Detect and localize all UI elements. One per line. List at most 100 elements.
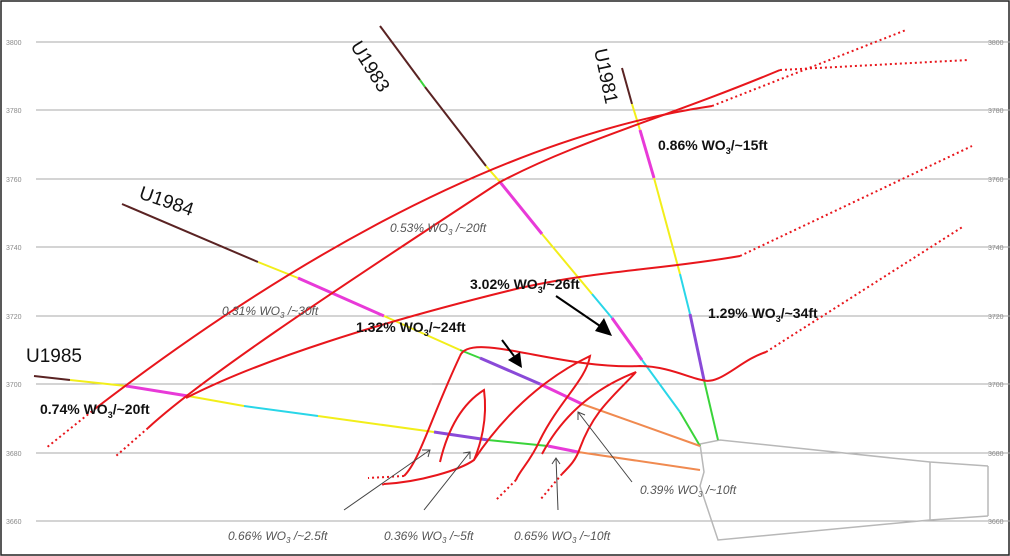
tick-label: 3720 [6, 314, 22, 321]
tick-label: 3800 [988, 40, 1004, 47]
trace-segment [591, 293, 613, 319]
elevation-axis-right: 3800 3780 3760 3740 3720 3700 3680 3660 [988, 40, 1004, 526]
intercept-segment [125, 384, 189, 398]
grade-annotation-u1981: 0.86% WO3/~15ft [658, 137, 768, 156]
station-outline [699, 439, 989, 467]
tick-label: 3740 [6, 245, 22, 252]
trace-segment [187, 395, 245, 407]
collar-segment [121, 203, 259, 263]
leader-arrow [555, 457, 559, 511]
leader-arrow-head [551, 457, 561, 465]
grade-annotation-right: 1.29% WO3/~34ft [708, 305, 818, 324]
intercept-segment [433, 430, 489, 442]
vein-fourth-projection [765, 225, 965, 353]
leader-arrow-head [577, 411, 586, 420]
leader-arrow [577, 411, 633, 483]
intercept-segment [638, 129, 656, 179]
annotation-arrows [343, 295, 633, 511]
trace-segment [243, 405, 319, 417]
intercept-segment [498, 181, 544, 235]
collar-segment [621, 67, 633, 105]
trace-segment [679, 273, 691, 315]
trace-segment [703, 379, 719, 441]
trace-segment [419, 79, 426, 88]
tick-label: 3680 [988, 451, 1004, 458]
trace-segment [577, 451, 701, 471]
leader-arrow-head [462, 451, 471, 459]
vein-finger [473, 354, 592, 481]
grade-annotation-u1984-italic: 0.31% WO3 /~30ft [222, 304, 319, 320]
drill-station [432, 383, 989, 541]
vein-upper-projection [45, 407, 97, 449]
station-outline [699, 443, 989, 541]
vein-fourth [459, 346, 767, 382]
grade-annotation-bottom-3: 0.65% WO3 /~10ft [514, 529, 611, 545]
vein-upper [95, 105, 713, 409]
trace-segment [679, 411, 701, 447]
grade-annotation-bottom-1: 0.66% WO3 /~2.5ft [228, 529, 328, 545]
drill-trace-u1983 [379, 25, 701, 447]
vein-interpretations [45, 29, 973, 501]
tick-label: 3800 [6, 40, 22, 47]
intercept-segment [539, 382, 583, 406]
tick-label: 3740 [988, 245, 1004, 252]
grade-annotation-u1985: 0.74% WO3/~20ft [40, 401, 150, 420]
leader-arrow [423, 451, 471, 511]
grade-annotation-bottom-mid: 0.39% WO3 /~10ft [640, 483, 737, 499]
tick-label: 3760 [988, 177, 1004, 184]
drill-trace-u1981 [621, 67, 719, 441]
drill-hole-label-u1983: U1983 [346, 38, 393, 97]
vein-finger-projection [539, 473, 563, 501]
vein-finger [541, 371, 637, 475]
grade-annotation-bottom-2: 0.36% WO3 /~5ft [384, 529, 474, 545]
grade-annotation-u1984: 1.32% WO3/~24ft [356, 319, 466, 338]
tick-label: 3780 [6, 108, 22, 115]
tick-label: 3780 [988, 108, 1004, 115]
arrow-shaft [555, 295, 601, 327]
elevation-grid [36, 41, 1010, 522]
arrow-head [595, 318, 612, 336]
trace-segment [383, 315, 461, 351]
tick-label: 3720 [988, 314, 1004, 321]
arrow-head [508, 352, 522, 368]
vein-third [185, 255, 741, 399]
trace-segment [641, 359, 681, 413]
grade-annotation-u1983-italic: 0.53% WO3 /~20ft [390, 221, 487, 237]
arrow-shaft [501, 339, 515, 357]
elevation-axis-left: 3800 3780 3760 3740 3720 3700 3680 3660 [6, 40, 22, 526]
collar-segment [424, 86, 487, 167]
trace-segment [653, 177, 681, 275]
leader-arrow-head [422, 449, 431, 458]
intercept-segment [297, 276, 385, 318]
vein-second-projection [115, 427, 149, 457]
vein-upper-projection [711, 29, 907, 107]
intercept-segment [610, 317, 644, 361]
drill-trace-u1984 [121, 203, 701, 447]
tick-label: 3700 [988, 382, 1004, 389]
trace-segment [631, 103, 641, 131]
trace-segment [317, 415, 435, 433]
collar-segment [379, 25, 421, 81]
vein-second-projection [779, 59, 969, 71]
intercept-segment [479, 356, 541, 386]
trace-segment [257, 261, 299, 279]
trace-segment [581, 403, 701, 447]
tick-label: 3760 [6, 177, 22, 184]
vein-second [147, 69, 781, 429]
tick-label: 3660 [6, 519, 22, 526]
trace-segment [541, 233, 593, 295]
vein-third-projection [739, 145, 973, 257]
vein-finger-projection [367, 475, 405, 479]
drill-hole-label-u1984: U1984 [136, 183, 196, 221]
collar-segment [33, 375, 71, 381]
tick-label: 3660 [988, 519, 1004, 526]
vein-finger [403, 355, 461, 477]
intercept-segment [688, 313, 706, 381]
vein-finger [383, 388, 487, 485]
leader-arrow [343, 449, 431, 511]
drill-trace-u1985 [33, 375, 701, 471]
vein-finger-projection [379, 483, 385, 487]
tick-label: 3700 [6, 382, 22, 389]
